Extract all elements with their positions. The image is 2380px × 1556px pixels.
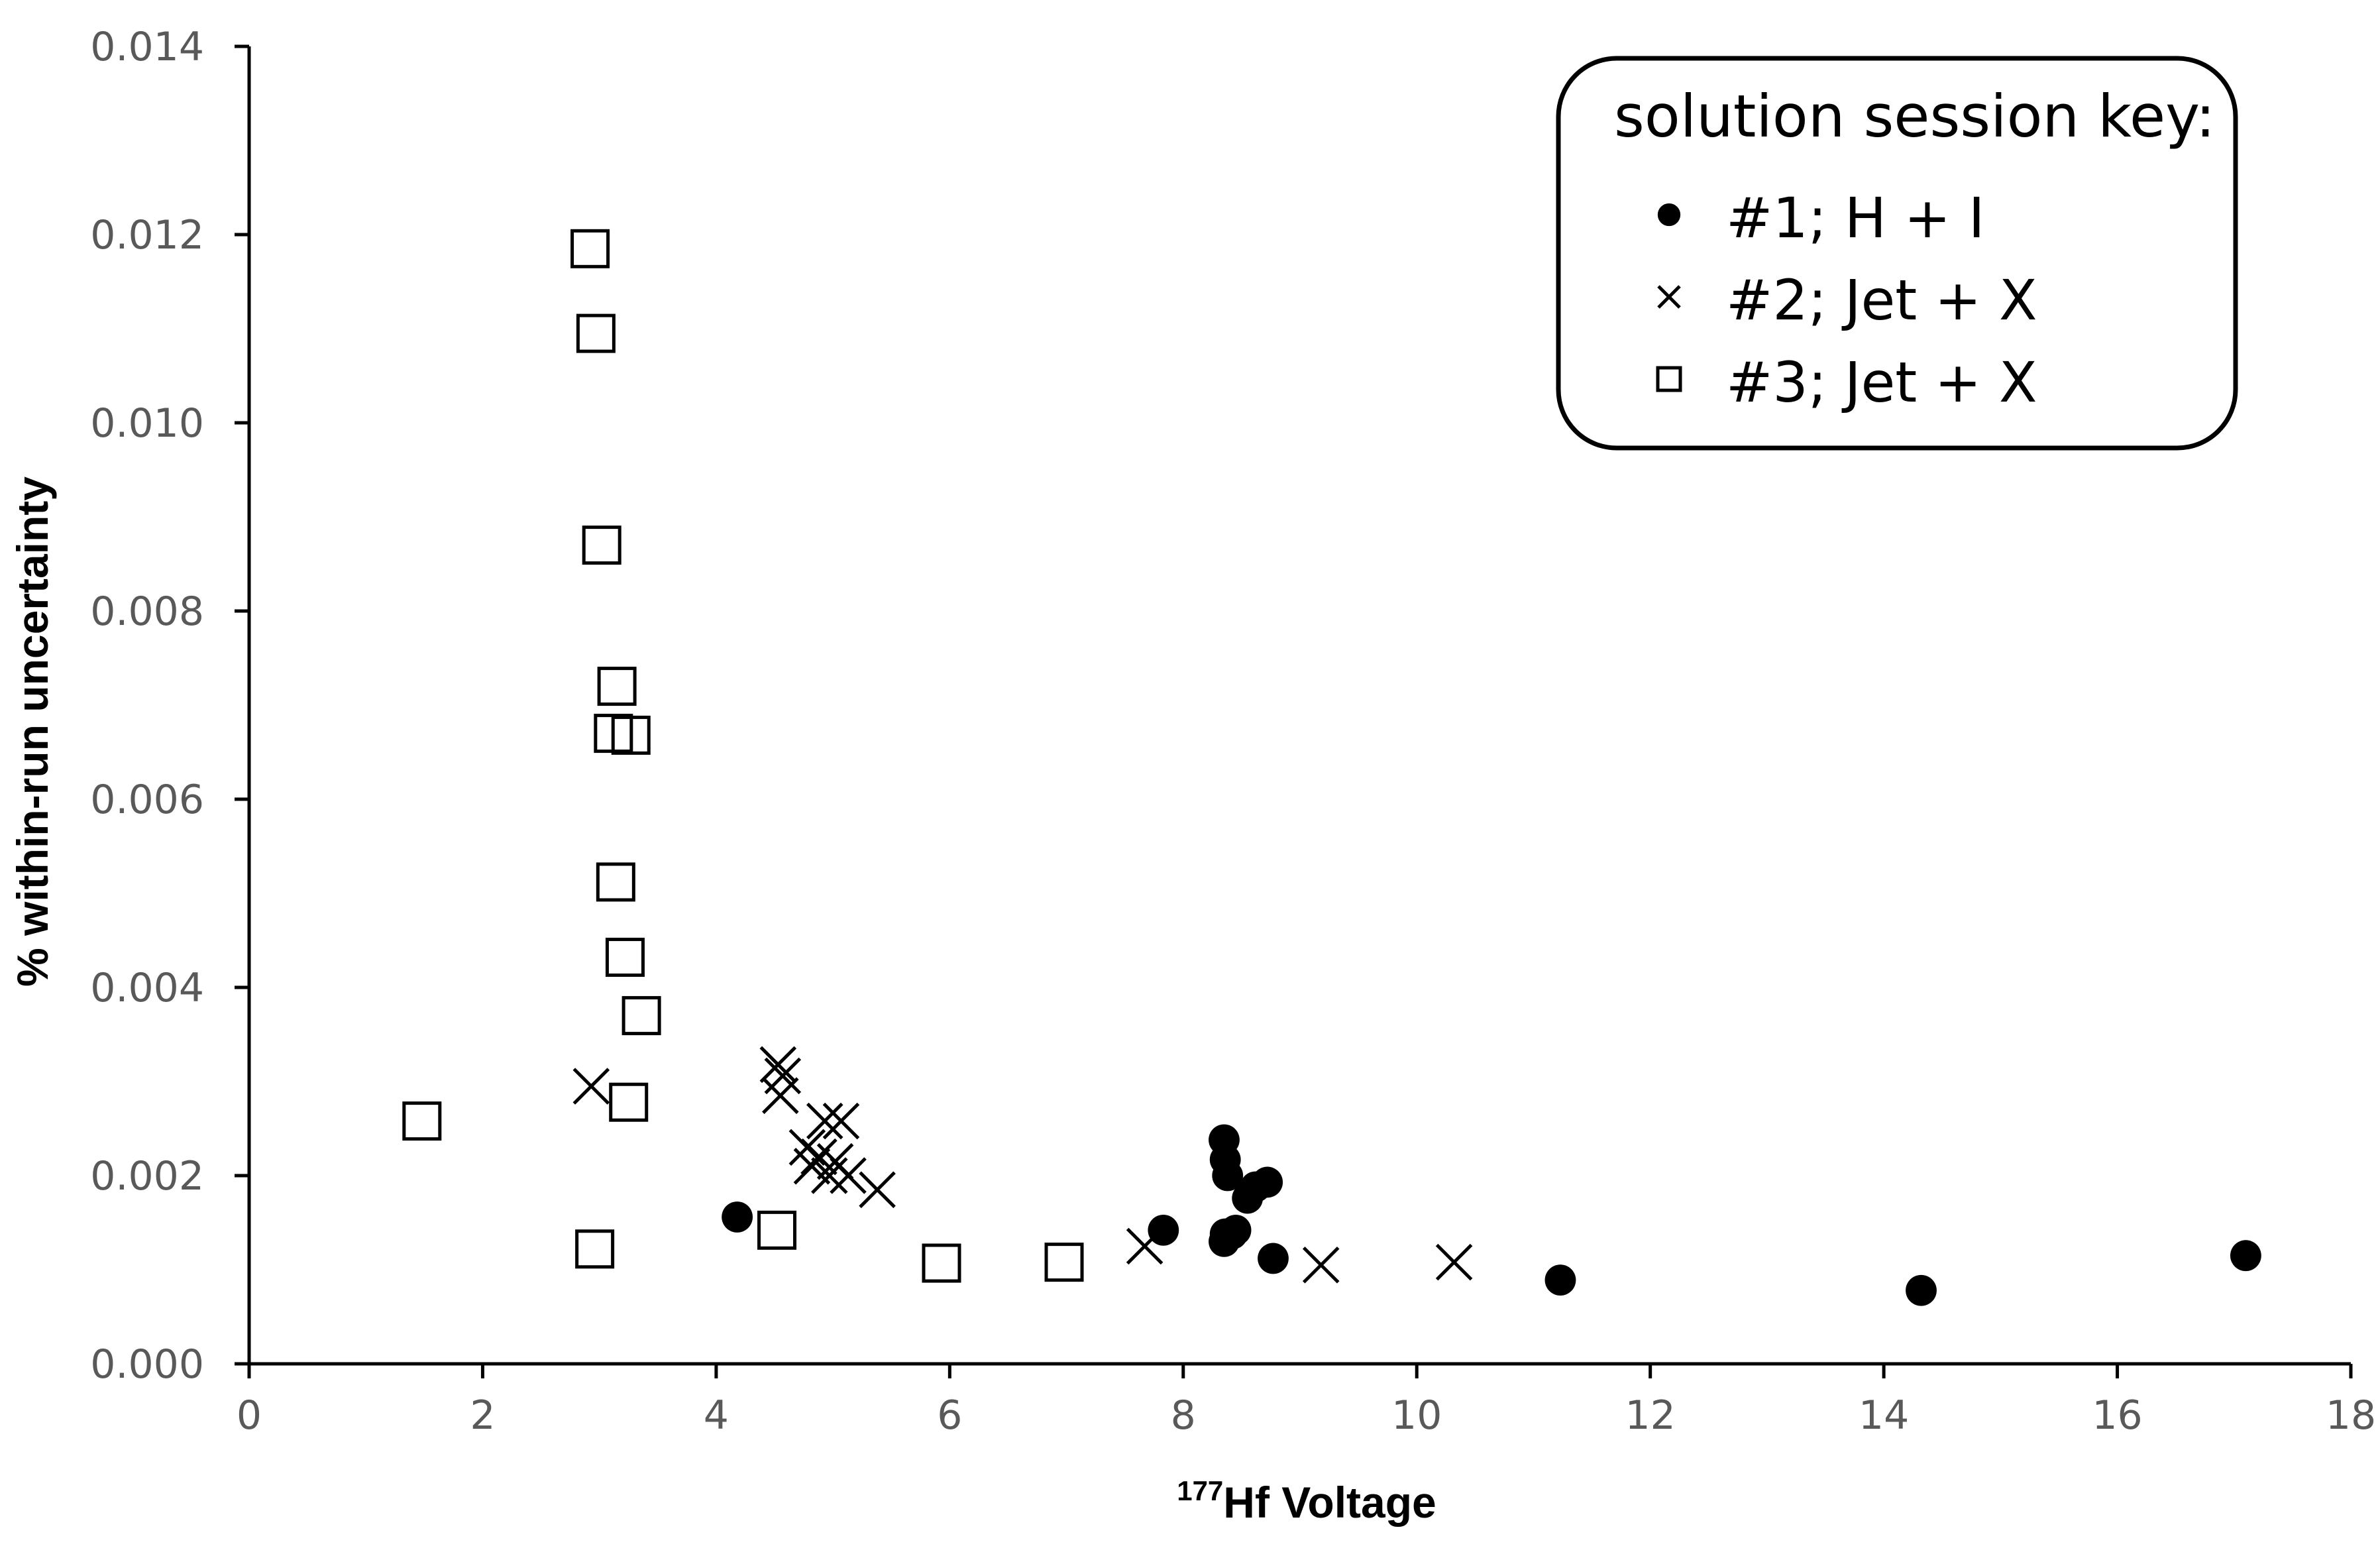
session-3-point <box>575 1229 615 1269</box>
session-1-point <box>722 1201 753 1233</box>
x-marker-stroke <box>762 1077 799 1115</box>
x-marker-stroke <box>800 1138 838 1176</box>
session-3-point <box>605 938 645 977</box>
y-tick-label: 0.010 <box>90 400 204 447</box>
x-marker-stroke <box>1435 1243 1473 1281</box>
legend: solution session key: #1; H + I #2; Jet +… <box>1556 56 2238 451</box>
session-3-point <box>611 715 651 755</box>
session-2-point <box>1302 1247 1340 1284</box>
x-marker-stroke <box>793 1148 831 1185</box>
x-tick-label: 16 <box>2092 1392 2142 1439</box>
x-tick-label: 2 <box>470 1392 495 1439</box>
x-tick-label: 0 <box>237 1392 262 1439</box>
session-3-point <box>576 313 616 353</box>
x-marker-stroke <box>1126 1227 1163 1265</box>
y-axis-ticks: 0.000 0.002 0.004 0.006 0.008 0.010 0.012 0.014 <box>90 24 249 1388</box>
y-tick-label: 0.000 <box>90 1341 204 1388</box>
x-marker-stroke <box>859 1171 896 1209</box>
x-marker-stroke <box>830 1157 867 1194</box>
legend-label-1: #1; H + I <box>1726 186 1985 250</box>
session-3-point <box>922 1243 961 1283</box>
session-3-point <box>609 1082 649 1122</box>
x-tick-label: 4 <box>704 1392 729 1439</box>
y-tick-label: 0.004 <box>90 965 204 1011</box>
x-marker-stroke <box>806 1102 843 1140</box>
y-tick-label: 0.002 <box>90 1153 204 1199</box>
session-2-point <box>822 1102 860 1140</box>
series-3 <box>402 229 1084 1283</box>
session-2-point <box>793 1148 831 1185</box>
x-axis-title-text: Hf Voltage <box>1223 1478 1436 1527</box>
session-1-point <box>1148 1214 1179 1246</box>
legend-label-2: #2; Jet + X <box>1726 268 2037 333</box>
session-3-point <box>596 862 635 902</box>
y-tick-label: 0.008 <box>90 588 204 635</box>
session-1-point <box>1252 1166 1283 1198</box>
legend-title: solution session key: <box>1614 82 2215 150</box>
legend-marker-1 <box>1657 203 1681 227</box>
session-2-point <box>572 1068 610 1105</box>
x-tick-label: 12 <box>1625 1392 1675 1439</box>
legend-box <box>1556 56 2238 451</box>
y-tick-label: 0.012 <box>90 212 204 258</box>
y-tick-label: 0.006 <box>90 777 204 823</box>
legend-label-3: #3; Jet + X <box>1726 350 2037 415</box>
legend-items: #1; H + I #2; Jet + X #3; Jet + X <box>1656 186 2037 415</box>
session-2-point <box>1435 1243 1473 1281</box>
axes <box>247 46 2351 1366</box>
x-tick-label: 6 <box>937 1392 962 1439</box>
legend-marker-2 <box>1657 285 1681 309</box>
session-3-point <box>582 526 622 565</box>
x-marker-stroke <box>1302 1247 1340 1284</box>
data-marks <box>402 229 2261 1306</box>
session-3-point <box>570 229 610 268</box>
session-3-point <box>1044 1243 1084 1282</box>
session-2-point <box>759 1046 797 1084</box>
x-marker-stroke <box>759 1046 797 1084</box>
x-tick-label: 8 <box>1171 1392 1196 1439</box>
session-1-point <box>1906 1274 1937 1306</box>
session-2-point <box>806 1102 843 1140</box>
x-tick-label: 18 <box>2326 1392 2376 1439</box>
x-axis-title-superscript: 177 <box>1177 1475 1223 1506</box>
session-3-point <box>622 996 661 1036</box>
x-axis-title: 177Hf Voltage <box>1177 1475 1436 1527</box>
x-marker-stroke <box>572 1068 610 1105</box>
session-2-point <box>762 1077 799 1115</box>
session-3-point <box>597 667 637 706</box>
session-1-point <box>1209 1226 1240 1257</box>
x-tick-label: 10 <box>1391 1392 1442 1439</box>
series-2 <box>572 1046 1473 1284</box>
legend-marker-3 <box>1656 366 1682 392</box>
x-marker-stroke <box>1657 285 1681 309</box>
x-axis-ticks: 0 2 4 6 8 10 12 14 16 18 <box>237 1364 2376 1439</box>
session-2-point <box>830 1157 867 1194</box>
series-1 <box>722 1124 2261 1306</box>
y-axis-title: % within-run uncertainty <box>8 476 57 987</box>
session-3-point <box>757 1210 797 1250</box>
y-tick-label: 0.014 <box>90 24 204 70</box>
session-2-point <box>811 1157 848 1194</box>
session-3-point <box>402 1101 442 1141</box>
x-tick-label: 14 <box>1859 1392 1909 1439</box>
session-1-point <box>1258 1243 1289 1274</box>
session-1-point <box>1544 1264 1576 1296</box>
x-marker-stroke <box>822 1102 860 1140</box>
session-1-point <box>1212 1160 1244 1192</box>
session-1-point <box>2230 1240 2261 1272</box>
x-marker-stroke <box>811 1157 848 1194</box>
session-2-point <box>859 1171 896 1209</box>
session-2-point <box>1126 1227 1163 1265</box>
